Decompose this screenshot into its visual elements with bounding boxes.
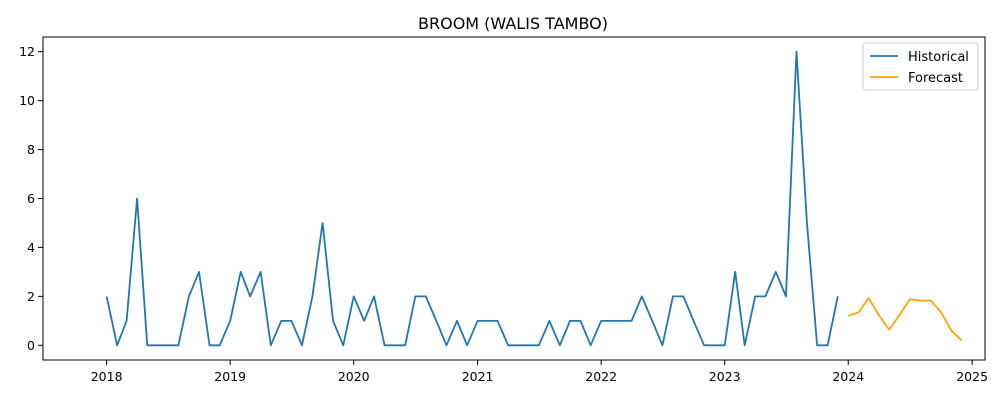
x-axis: 2018 2019 2020 2021 2022 2023 2024 2025 <box>91 360 988 384</box>
y-tick-label: 6 <box>27 191 35 206</box>
series-layer <box>105 50 963 347</box>
x-tick-label: 2022 <box>585 369 617 384</box>
x-tick-label: 2023 <box>709 369 741 384</box>
y-tick-label: 8 <box>27 142 35 157</box>
legend-box <box>862 42 979 91</box>
y-tick-label: 12 <box>19 44 35 59</box>
x-tick-label: 2024 <box>832 369 864 384</box>
x-tick-label: 2025 <box>956 369 988 384</box>
x-tick-label: 2021 <box>462 369 494 384</box>
legend-label-forecast: Forecast <box>908 71 963 86</box>
legend: Historical Forecast <box>862 42 979 91</box>
y-axis: 0 2 4 6 8 10 12 <box>19 44 43 353</box>
plot-area <box>42 36 986 361</box>
y-tick-label: 4 <box>27 240 35 255</box>
chart-title: BROOM (WALIS TAMBO) <box>418 14 608 33</box>
series-line-forecast <box>847 297 963 342</box>
legend-label-historical: Historical <box>908 50 969 65</box>
x-tick-label: 2018 <box>91 369 123 384</box>
series-line-historical <box>105 50 839 347</box>
y-tick-label: 0 <box>27 338 35 353</box>
x-tick-label: 2019 <box>214 369 246 384</box>
y-tick-label: 2 <box>27 289 35 304</box>
y-tick-label: 10 <box>19 93 35 108</box>
x-tick-label: 2020 <box>338 369 370 384</box>
